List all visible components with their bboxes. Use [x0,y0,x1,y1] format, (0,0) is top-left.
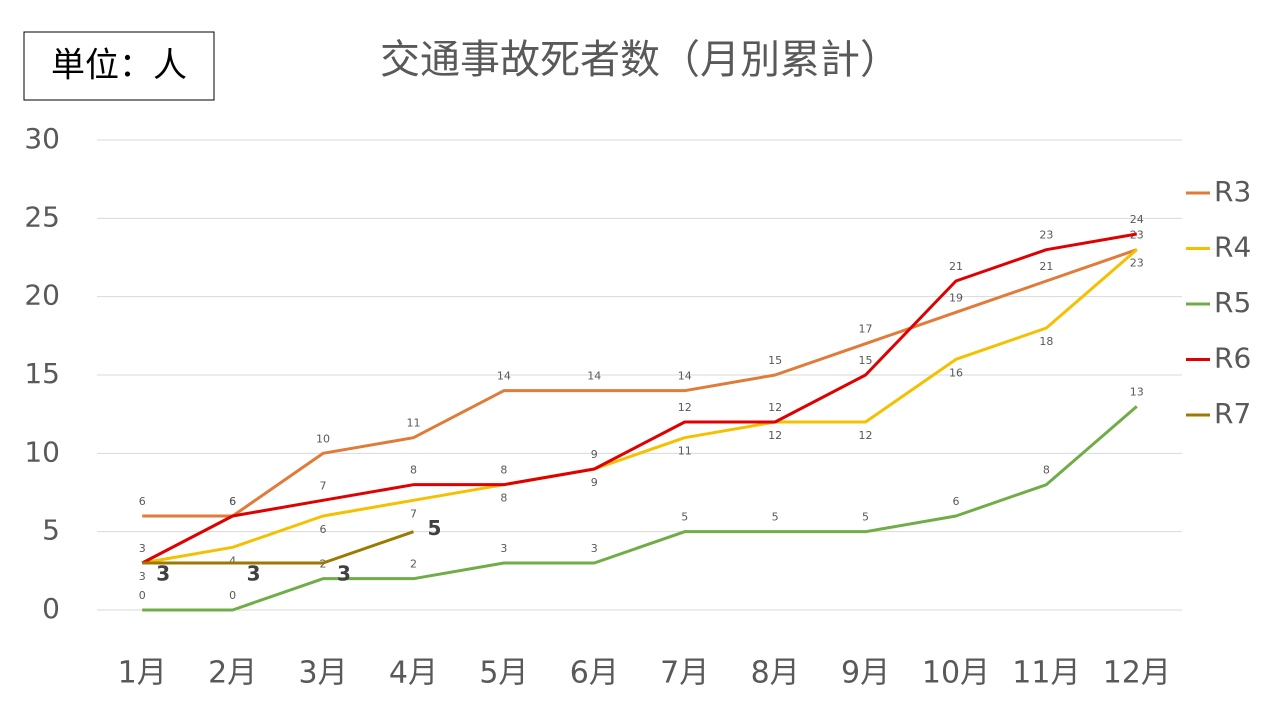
data-label: 17 [859,323,873,336]
data-label: 21 [949,260,963,273]
unit-label: 単位：人 [51,46,187,86]
series-line [142,248,1138,518]
x-tick-label: 7月 [660,656,709,691]
x-tick-label: 3月 [298,656,347,691]
series-line [141,248,1138,565]
series-line [142,530,414,565]
data-label: 12 [768,401,782,414]
chart-title: 交通事故死者数（月別累計） [380,37,900,83]
data-label: 3 [139,542,146,555]
data-label: 23 [1130,257,1144,270]
data-label: 12 [678,401,692,414]
series-line [141,232,1138,565]
data-label: 3 [337,562,351,586]
data-label: 9 [591,476,598,489]
data-label: 10 [316,432,330,445]
data-label: 14 [587,370,601,383]
x-tick-label: 5月 [479,656,528,691]
data-label: 8 [410,464,417,477]
data-label: 11 [678,445,692,458]
y-tick-label: 20 [24,279,60,312]
data-label: 5 [772,511,779,524]
data-label: 23 [1039,229,1053,242]
data-label: 8 [1043,464,1050,477]
data-label: 4 [229,554,236,567]
data-label: 15 [859,354,873,367]
legend-label: R4 [1214,231,1251,264]
data-label: 6 [139,495,146,508]
y-tick-label: 0 [42,592,60,625]
y-tick-label: 10 [24,435,60,468]
data-label: 3 [247,562,261,586]
data-label: 12 [768,429,782,442]
data-label: 14 [678,370,692,383]
data-label: 18 [1039,335,1053,348]
x-tick-label: 12月 [1103,656,1171,691]
data-label: 0 [139,589,146,602]
data-label: 24 [1130,213,1144,226]
data-label: 16 [949,366,963,379]
data-label: 19 [949,291,963,304]
x-tick-label: 9月 [841,656,890,691]
y-tick-label: 5 [42,514,60,547]
data-label: 5 [427,516,441,540]
data-label: 7 [320,479,327,492]
data-label: 21 [1039,260,1053,273]
legend-label: R6 [1214,342,1251,375]
data-label: 3 [156,562,170,586]
data-label: 6 [229,495,236,508]
legend-label: R5 [1214,286,1251,319]
data-label: 9 [591,448,598,461]
data-label: 6 [320,523,327,536]
data-label: 6 [229,495,236,508]
series-line [142,405,1138,612]
x-tick-label: 4月 [389,656,438,691]
y-tick-label: 25 [24,200,60,233]
data-label: 8 [500,492,507,505]
data-label: 8 [500,464,507,477]
data-label: 13 [1130,385,1144,398]
x-tick-label: 8月 [751,656,800,691]
x-tick-label: 2月 [208,656,257,691]
legend-label: R7 [1214,397,1251,430]
data-label: 11 [406,417,420,430]
legend-label: R3 [1214,175,1251,208]
data-label: 2 [410,558,417,571]
data-label: 6 [952,495,959,508]
data-label: 5 [862,511,869,524]
data-label: 12 [859,429,873,442]
x-tick-label: 1月 [118,656,167,691]
data-label: 0 [229,589,236,602]
data-label: 3 [500,542,507,555]
unit-box [23,31,215,101]
y-tick-label: 30 [24,122,60,155]
x-tick-label: 11月 [1012,656,1080,691]
data-label: 7 [410,507,417,520]
data-label: 3 [591,542,598,555]
y-tick-label: 15 [24,357,60,390]
data-label: 5 [681,511,688,524]
data-label: 3 [139,570,146,583]
data-label: 15 [768,354,782,367]
data-label: 14 [497,370,511,383]
x-tick-label: 6月 [570,656,619,691]
x-tick-label: 10月 [922,656,990,691]
